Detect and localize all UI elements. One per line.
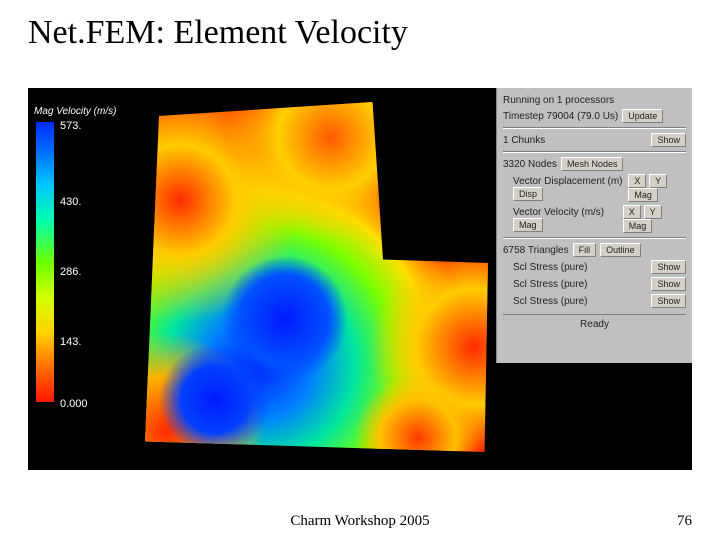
page-number: 76 <box>677 513 692 530</box>
y-button[interactable]: Y <box>649 174 667 188</box>
nodes-label: 3320 Nodes <box>503 159 557 170</box>
triangles-label: 6758 Triangles <box>503 245 569 256</box>
mag-vel-button[interactable]: Mag <box>513 218 543 232</box>
show-chunks-button[interactable]: Show <box>651 133 686 147</box>
mesh-render <box>138 102 488 452</box>
outline-button[interactable]: Outline <box>600 243 641 257</box>
show-stress1-button[interactable]: Show <box>651 260 686 274</box>
colorbar-tick: 573. <box>60 120 81 132</box>
chunks-label: 1 Chunks <box>503 135 545 146</box>
mag-button[interactable]: Mag <box>628 188 658 202</box>
control-panel: Running on 1 processors Timestep 79004 (… <box>496 88 692 363</box>
colorbar-tick: 430. <box>60 196 81 208</box>
status-ready: Ready <box>503 314 686 332</box>
fill-button[interactable]: Fill <box>573 243 597 257</box>
show-stress3-button[interactable]: Show <box>651 294 686 308</box>
footer-text: Charm Workshop 2005 <box>0 513 720 530</box>
stress1-label: Scl Stress (pure) <box>513 262 587 273</box>
colorbar-label: Mag Velocity (m/s) <box>34 106 116 117</box>
visualization-pane: Mag Velocity (m/s) 573. 430. 286. 143. 0… <box>28 88 496 470</box>
colorbar-tick: 0.000 <box>60 398 88 410</box>
x-button[interactable]: X <box>628 174 646 188</box>
stress3-label: Scl Stress (pure) <box>513 296 587 307</box>
disp-button[interactable]: Disp <box>513 187 543 201</box>
mag-button-2[interactable]: Mag <box>623 219 653 233</box>
y-button-2[interactable]: Y <box>644 205 662 219</box>
colorbar <box>36 122 54 402</box>
running-label: Running on 1 processors <box>503 95 614 106</box>
stress2-label: Scl Stress (pure) <box>513 279 587 290</box>
show-stress2-button[interactable]: Show <box>651 277 686 291</box>
timestep-label: Timestep 79004 (79.0 Us) <box>503 111 618 122</box>
colorbar-tick: 286. <box>60 266 81 278</box>
slide-title: Net.FEM: Element Velocity <box>28 14 408 52</box>
app-window: Mag Velocity (m/s) 573. 430. 286. 143. 0… <box>28 88 692 470</box>
vector-vel-label: Vector Velocity (m/s) <box>513 207 604 218</box>
mesh-nodes-button[interactable]: Mesh Nodes <box>561 157 624 171</box>
update-button[interactable]: Update <box>622 109 663 123</box>
colorbar-tick: 143. <box>60 336 81 348</box>
x-button-2[interactable]: X <box>623 205 641 219</box>
vector-disp-label: Vector Displacement (m) <box>513 176 622 187</box>
